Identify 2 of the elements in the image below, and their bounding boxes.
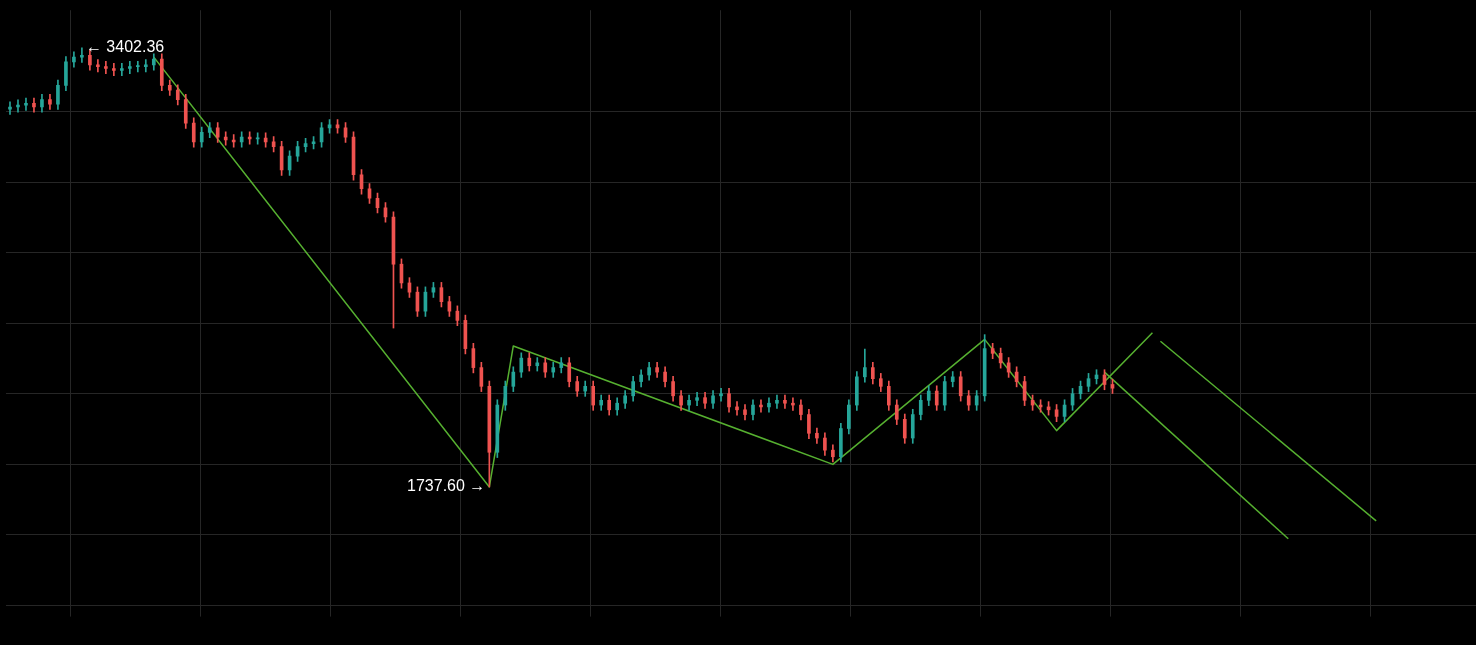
annotation: ← 3402.36 <box>85 38 165 56</box>
annotation: 1737.60 → <box>407 477 486 495</box>
